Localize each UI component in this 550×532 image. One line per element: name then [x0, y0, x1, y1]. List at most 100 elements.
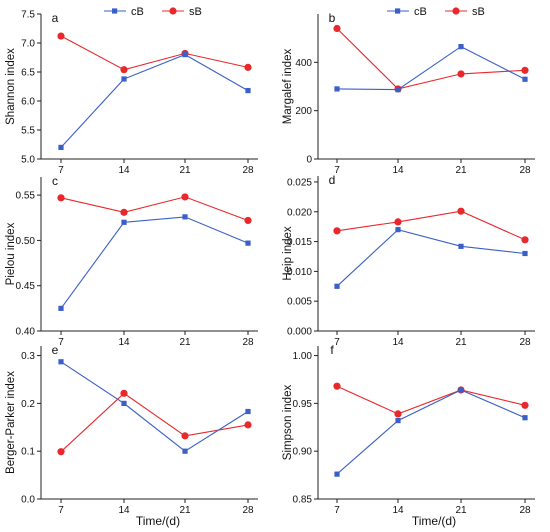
point-cB: [121, 400, 127, 406]
x-tick-label: 28: [242, 505, 254, 516]
point-sB: [521, 401, 529, 409]
x-tick-label: 14: [118, 165, 130, 176]
point-cB: [334, 86, 340, 92]
point-cB: [395, 417, 401, 424]
x-tick-label: 28: [242, 337, 254, 348]
x-tick-label: 21: [455, 505, 467, 516]
y-tick-label: 7.0: [21, 39, 35, 50]
point-sB: [333, 382, 341, 390]
point-cB: [458, 243, 464, 249]
y-tick-label: 0.0: [21, 495, 35, 506]
point-sB: [181, 432, 189, 440]
panel-f: 0.85 0.90 0.95 1.00 7 14 21 28 f Simpson index: [282, 343, 535, 516]
series-line-cB: [336, 45, 526, 91]
y-axis-label: Simpson index: [282, 385, 294, 461]
y-tick-label: 5.5: [21, 126, 35, 137]
x-tick-label: 28: [242, 165, 254, 176]
panel-d: 0.000 0.005 0.010 0.015 0.020 0.025 7 14 21 28 d He…: [282, 173, 535, 348]
point-sB: [120, 389, 128, 397]
x-tick-label: 7: [334, 165, 340, 176]
panel-c: 0.40 0.45 0.50 0.55 7 14 21 28 c Pielou index: [5, 174, 258, 348]
legend-label-sB: sB: [472, 6, 485, 18]
point-sB: [244, 63, 252, 71]
series-line-cB: [60, 216, 249, 309]
y-tick-label: 1.00: [293, 351, 313, 362]
point-sB: [457, 207, 465, 215]
point-cB: [245, 408, 251, 415]
panel-letter: a: [52, 11, 59, 25]
y-tick-label: 0.025: [287, 177, 312, 188]
y-tick-label: 0.015: [287, 237, 312, 248]
point-cB: [395, 87, 401, 93]
y-tick-label: 0.85: [293, 495, 313, 506]
point-sB: [57, 194, 65, 202]
legend-top-left: cB sB: [104, 6, 202, 18]
series-line-sB: [336, 28, 526, 90]
panel-e: 0.0 0.1 0.2 0.3 7 14 21 28 e Berger-Parker index: [5, 343, 258, 516]
y-axis-label: Heip index: [282, 226, 294, 281]
x-tick-label: 28: [519, 165, 531, 176]
point-cB: [58, 144, 64, 150]
y-tick-label: 0.55: [16, 191, 36, 202]
series-line-cB: [336, 229, 526, 287]
point-sB: [394, 410, 402, 418]
point-sB: [181, 193, 189, 201]
point-cB: [121, 76, 127, 82]
point-cB: [58, 359, 64, 365]
point-cB: [58, 305, 64, 311]
y-tick-label: 0.3: [21, 351, 35, 362]
legend-marker-cB: [112, 8, 118, 14]
x-axis-label-left: Time/(d): [136, 514, 180, 528]
x-tick-label: 7: [334, 337, 340, 348]
point-sB: [394, 218, 402, 226]
series-line-sB: [60, 196, 249, 222]
point-sB: [120, 208, 128, 216]
x-tick-label: 21: [179, 505, 191, 516]
x-axis-label-right: Time/(d): [412, 514, 456, 528]
panel-b: 0 200 400 7 14 21 28 b Margalef index: [282, 11, 535, 176]
y-axis-label: Margalef index: [282, 49, 294, 125]
series-line-cB: [60, 53, 249, 148]
x-tick-label: 7: [58, 337, 64, 348]
x-tick-label: 28: [519, 337, 531, 348]
y-tick-label: 200: [295, 106, 312, 117]
y-axis-label: Pielou index: [5, 222, 17, 285]
legend-top-right: cB sB: [387, 6, 485, 18]
legend-label-sB: sB: [189, 6, 202, 18]
legend-marker-cB: [395, 8, 401, 14]
y-tick-label: 0.005: [287, 297, 312, 308]
y-axis-label: Berger-Parker index: [5, 371, 17, 474]
point-sB: [57, 448, 65, 456]
x-tick-label: 14: [118, 505, 130, 516]
point-cB: [182, 448, 188, 454]
point-sB: [521, 66, 529, 74]
y-tick-label: 6.0: [21, 97, 35, 108]
point-cB: [182, 52, 188, 58]
point-sB: [244, 421, 252, 429]
point-cB: [334, 283, 340, 289]
point-cB: [522, 415, 528, 421]
point-cB: [458, 44, 464, 50]
x-tick-label: 14: [118, 337, 130, 348]
x-tick-label: 14: [392, 165, 404, 176]
y-tick-label: 6.5: [21, 68, 35, 79]
legend-marker-sB: [169, 7, 177, 15]
point-sB: [57, 32, 65, 40]
y-tick-label: 0.000: [287, 327, 312, 338]
y-tick-label: 0.1: [21, 447, 35, 458]
legend-marker-sB: [452, 7, 460, 15]
point-cB: [245, 87, 251, 94]
y-tick-label: 7.5: [21, 10, 35, 21]
x-tick-label: 14: [392, 337, 404, 348]
x-tick-label: 21: [455, 165, 467, 176]
series-line-cB: [336, 389, 526, 475]
panel-letter: b: [329, 11, 336, 25]
y-tick-label: 0.010: [287, 267, 312, 278]
y-tick-label: 400: [295, 58, 312, 69]
point-sB: [120, 66, 128, 74]
panel-letter: f: [330, 343, 334, 357]
y-tick-label: 0: [306, 155, 312, 166]
point-cB: [458, 387, 464, 393]
y-tick-label: 0.40: [16, 327, 36, 338]
